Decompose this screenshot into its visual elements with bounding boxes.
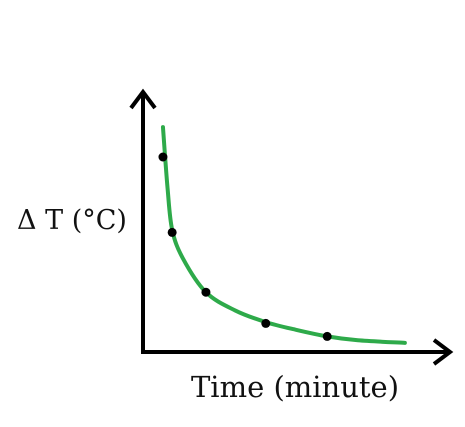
y-axis-label: Δ T (°C) <box>17 205 127 236</box>
y-arrow <box>129 88 157 110</box>
data-point <box>261 318 271 328</box>
fit-curve <box>160 125 407 345</box>
data-point <box>322 331 332 341</box>
data-point <box>158 152 168 162</box>
data-point <box>201 287 211 297</box>
data-point <box>167 227 177 237</box>
x-axis-label: Time (minute) <box>191 370 399 404</box>
x-arrow <box>432 338 454 366</box>
